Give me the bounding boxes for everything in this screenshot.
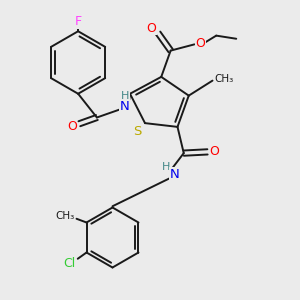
- Text: H: H: [162, 162, 170, 172]
- Text: O: O: [196, 37, 206, 50]
- Text: CH₃: CH₃: [56, 211, 75, 221]
- Text: Cl: Cl: [63, 257, 75, 270]
- Text: H: H: [121, 91, 129, 100]
- Text: O: O: [67, 120, 77, 133]
- Text: N: N: [169, 168, 179, 181]
- Text: N: N: [120, 100, 130, 113]
- Text: F: F: [75, 15, 82, 28]
- Text: CH₃: CH₃: [214, 74, 233, 84]
- Text: O: O: [209, 145, 219, 158]
- Text: O: O: [146, 22, 156, 34]
- Text: S: S: [133, 125, 141, 138]
